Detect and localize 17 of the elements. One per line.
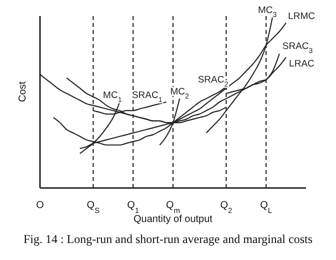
- series-label: SRAC$_{1}$: [132, 90, 162, 104]
- y-axis-title: Cost: [18, 81, 29, 102]
- series-label: SRAC$_{2}$: [198, 74, 228, 89]
- caption: Fig. 14 : Long-run and short-run average and marginal costs: [22, 232, 314, 247]
- x-tick-label: Q$_{S}$: [86, 200, 100, 214]
- x-tick-label: Q$_{L}$: [260, 200, 272, 214]
- x-axis-title: Quantity of output: [134, 214, 213, 225]
- series-label: LRMC: [288, 10, 316, 22]
- series-label: MC$_{2}$: [170, 86, 190, 101]
- x-tick-label: O: [36, 200, 44, 211]
- series-label: LRAC: [289, 58, 315, 70]
- x-tick-label: Q$_{2}$: [220, 200, 232, 214]
- series-label: SRAC$_{3}$: [282, 40, 313, 55]
- series-label: MC$_{1}$: [103, 90, 122, 104]
- x-tick-label: Q$_{m}$: [166, 200, 180, 214]
- x-tick-label: Q$_{1}$: [127, 200, 140, 214]
- series-label: MC$_{3}$: [258, 5, 277, 19]
